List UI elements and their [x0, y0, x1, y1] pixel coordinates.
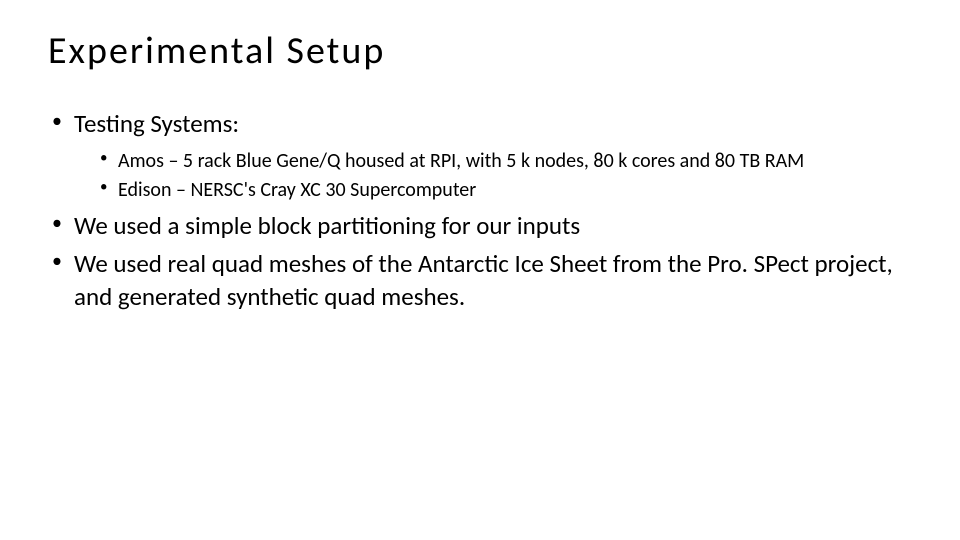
bullet-item: Testing Systems: Amos – 5 rack Blue Gene…	[52, 108, 912, 204]
sub-bullet-item: Amos – 5 rack Blue Gene/Q housed at RPI,…	[100, 149, 912, 175]
bullet-list-level1: Testing Systems: Amos – 5 rack Blue Gene…	[48, 108, 912, 313]
bullet-list-level2: Amos – 5 rack Blue Gene/Q housed at RPI,…	[74, 149, 912, 204]
bullet-text: Testing Systems:	[74, 108, 239, 139]
bullet-item: We used real quad meshes of the Antarcti…	[52, 248, 912, 313]
slide: Experimental Setup Testing Systems: Amos…	[0, 0, 960, 540]
bullet-item: We used a simple block partitioning for …	[52, 210, 912, 243]
sub-bullet-item: Edison – NERSC's Cray XC 30 Supercompute…	[100, 178, 912, 204]
slide-title: Experimental Setup	[48, 28, 912, 74]
